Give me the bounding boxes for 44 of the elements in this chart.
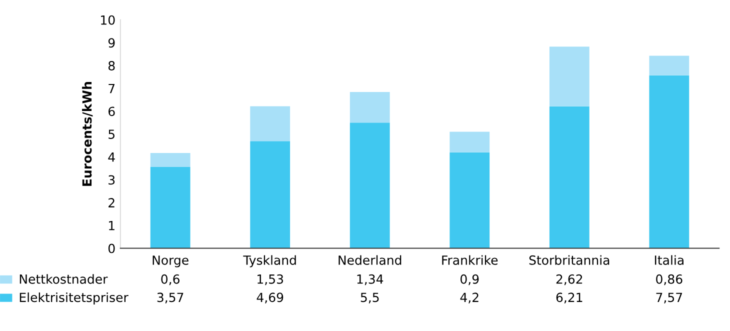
data-label: 0,9 (460, 274, 479, 286)
y-tick-label: 10 (101, 15, 115, 25)
x-tick-label: Tyskland (243, 255, 296, 268)
data-label: 7,57 (656, 292, 682, 304)
bar (150, 166, 190, 248)
bar (250, 106, 290, 142)
y-axis-title: Eurocents/kWh (82, 82, 93, 186)
x-tick-label: Frankrike (442, 255, 498, 265)
y-tick-label: 4 (108, 152, 115, 162)
data-label: 1,53 (258, 274, 284, 286)
bar (450, 132, 490, 152)
y-tick-label: 3 (108, 175, 115, 185)
bar (549, 106, 590, 248)
data-label: 0,86 (656, 274, 682, 286)
bar (649, 75, 690, 248)
x-tick-label: Norge (152, 256, 188, 268)
x-tick-label: Nederland (338, 255, 402, 265)
bar (450, 152, 490, 248)
legend-label: Elektrisitetspriser (20, 292, 128, 305)
bar (250, 141, 290, 248)
y-tick-label: 5 (108, 130, 114, 139)
data-label: 1,34 (357, 274, 384, 286)
data-label: 4,2 (460, 292, 478, 304)
y-tick-label: 2 (108, 198, 114, 208)
bar (649, 56, 690, 76)
x-tick-label: Storbritannia (529, 255, 610, 265)
y-tick-label: 1 (109, 221, 114, 230)
y-tick-label: 8 (108, 61, 115, 70)
data-label: 3,57 (157, 292, 184, 304)
data-label: 4,69 (256, 292, 284, 304)
data-label: 6,21 (556, 292, 582, 304)
y-tick-label: 7 (108, 84, 115, 94)
y-tick-label: 9 (108, 38, 115, 48)
legend-label: Nettkostnader (20, 274, 108, 284)
x-tick-label: Italia (654, 255, 684, 265)
data-label: 5,5 (360, 292, 379, 304)
y-tick-label: 0 (108, 244, 115, 254)
data-label: 2,62 (556, 274, 582, 286)
y-tick-label: 6 (108, 106, 115, 116)
bar (350, 122, 390, 248)
bar (150, 153, 190, 167)
data-label: 0,6 (161, 274, 180, 286)
bar (350, 92, 390, 123)
bar (549, 46, 590, 106)
